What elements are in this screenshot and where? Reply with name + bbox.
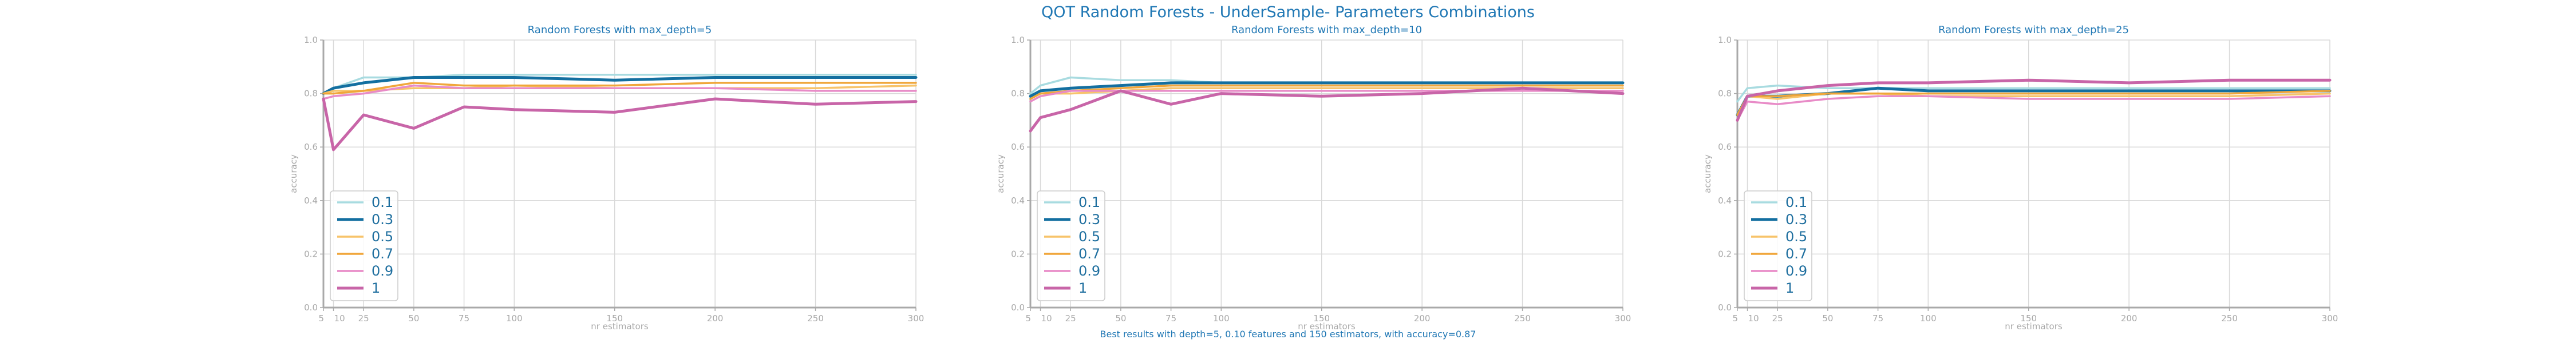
x-tick-label: 5 xyxy=(1025,313,1031,324)
legend: 0.1 0.30.50.70.91 xyxy=(330,190,398,301)
series-line xyxy=(322,84,917,95)
y-tick-label: 0.0 xyxy=(1011,302,1025,313)
series-line xyxy=(1736,95,2331,122)
legend-label: 0.3 xyxy=(372,212,393,228)
series-line xyxy=(1029,84,1624,100)
x-tick-label: 5 xyxy=(318,313,324,324)
x-axis-label: nr estimators xyxy=(2005,321,2063,332)
legend-label: 0.1 xyxy=(1078,194,1100,210)
series-line xyxy=(1736,92,2331,116)
x-tick-label: 100 xyxy=(506,313,523,324)
chart-title: Random Forests with max_depth=25 xyxy=(1938,24,2129,36)
x-axis-label: nr estimators xyxy=(591,321,649,332)
legend-label: 0.7 xyxy=(1078,246,1100,262)
legend-label: 0.5 xyxy=(1078,229,1100,245)
y-tick-label: 0.4 xyxy=(1718,196,1732,206)
y-axis-label: accuracy xyxy=(1702,154,1713,193)
y-tick-label: 0.2 xyxy=(304,249,318,259)
y-tick-label: 0.0 xyxy=(1718,302,1732,313)
legend: 0.1 0.30.50.70.91 xyxy=(1744,190,1812,301)
x-tick-label: 250 xyxy=(807,313,824,324)
x-tick-label: 75 xyxy=(1872,313,1883,324)
x-tick-label: 250 xyxy=(1514,313,1531,324)
y-axis-label: accuracy xyxy=(995,154,1006,193)
y-tick-label: 0.8 xyxy=(1011,89,1025,99)
y-tick-label: 0.6 xyxy=(304,142,318,152)
legend-label: 0.9 xyxy=(1078,263,1100,279)
y-tick-label: 0.8 xyxy=(1718,89,1732,99)
x-tick-label: 100 xyxy=(1213,313,1230,324)
x-tick-label: 25 xyxy=(358,313,369,324)
legend: 0.1 0.30.50.70.91 xyxy=(1037,190,1105,301)
y-tick-label: 0.2 xyxy=(1011,249,1025,259)
chart-title: Random Forests with max_depth=5 xyxy=(528,24,712,36)
legend-label: 0.1 xyxy=(372,194,393,210)
figure-caption: Best results with depth=5, 0.10 features… xyxy=(1100,329,1476,340)
x-tick-label: 10 xyxy=(334,313,345,324)
chart-panel: 0.0 0.2 0.4 0.6 0.8 1.0 5 10 25 50 75 100 150 200 250 3… xyxy=(995,24,1631,332)
x-tick-label: 300 xyxy=(908,313,924,324)
legend-label: 0.7 xyxy=(1785,246,1807,262)
x-tick-label: 75 xyxy=(459,313,469,324)
series-line xyxy=(1029,86,1625,133)
legend-label: 0.9 xyxy=(372,263,393,279)
x-tick-label: 200 xyxy=(707,313,724,324)
y-tick-label: 1.0 xyxy=(304,35,318,45)
x-tick-label: 100 xyxy=(1920,313,1937,324)
series-line xyxy=(1029,81,1625,98)
y-tick-label: 1.0 xyxy=(1011,35,1025,45)
legend-label: 1 xyxy=(1078,280,1087,296)
x-tick-label: 25 xyxy=(1772,313,1783,324)
x-tick-label: 10 xyxy=(1748,313,1759,324)
y-tick-label: 0.6 xyxy=(1718,142,1732,152)
x-tick-label: 150 xyxy=(606,313,623,324)
y-tick-label: 0.0 xyxy=(304,302,318,313)
x-axis-label: nr estimators xyxy=(1298,321,1356,332)
legend-label: 0.9 xyxy=(1785,263,1807,279)
series-line xyxy=(322,76,918,95)
series-line xyxy=(1736,78,2332,122)
y-tick-label: 0.4 xyxy=(1011,196,1025,206)
legend-label: 0.7 xyxy=(372,246,393,262)
y-tick-label: 0.4 xyxy=(304,196,318,206)
series-line xyxy=(322,82,917,95)
y-tick-label: 0.8 xyxy=(304,89,318,99)
x-tick-label: 5 xyxy=(1732,313,1738,324)
chart-panel: 0.0 0.2 0.4 0.6 0.8 1.0 5 10 25 50 75 100 150 200 250 3… xyxy=(1702,24,2338,332)
legend-label: 0.3 xyxy=(1785,212,1807,228)
y-tick-label: 1.0 xyxy=(1718,35,1732,45)
series-line xyxy=(322,97,918,151)
legend-label: 0.1 xyxy=(1785,194,1807,210)
series-line xyxy=(322,74,917,95)
legend-label: 1 xyxy=(1785,280,1794,296)
x-tick-label: 150 xyxy=(2020,313,2037,324)
x-tick-label: 150 xyxy=(1313,313,1330,324)
legend-label: 1 xyxy=(372,280,380,296)
x-tick-label: 300 xyxy=(1615,313,1631,324)
x-tick-label: 50 xyxy=(1115,313,1126,324)
chart-panel: 0.0 0.2 0.4 0.6 0.8 1.0 5 10 25 50 75 100 150 200 250 3… xyxy=(289,24,924,332)
x-tick-label: 75 xyxy=(1165,313,1176,324)
legend-label: 0.3 xyxy=(1078,212,1100,228)
x-tick-label: 200 xyxy=(2121,313,2138,324)
x-tick-label: 25 xyxy=(1065,313,1076,324)
x-tick-label: 250 xyxy=(2221,313,2238,324)
chart-panels: 0.00.20.40.60.81.05 10 25 50 75 100 150 200 250 3… xyxy=(289,24,2338,332)
legend-label: 0.5 xyxy=(1785,229,1807,245)
x-tick-label: 300 xyxy=(2322,313,2338,324)
y-axis-label: accuracy xyxy=(289,154,299,193)
x-tick-label: 50 xyxy=(1822,313,1833,324)
y-tick-label: 0.6 xyxy=(1011,142,1025,152)
chart-title: Random Forests with max_depth=10 xyxy=(1231,24,1422,36)
x-tick-label: 10 xyxy=(1041,313,1052,324)
legend-label: 0.5 xyxy=(372,229,393,245)
y-tick-label: 0.2 xyxy=(1718,249,1732,259)
series-line xyxy=(1736,90,2331,116)
series-line xyxy=(322,84,917,100)
figure-suptitle: QOT Random Forests - UnderSample- Parame… xyxy=(1041,3,1535,21)
x-tick-label: 200 xyxy=(1414,313,1431,324)
x-tick-label: 50 xyxy=(408,313,419,324)
